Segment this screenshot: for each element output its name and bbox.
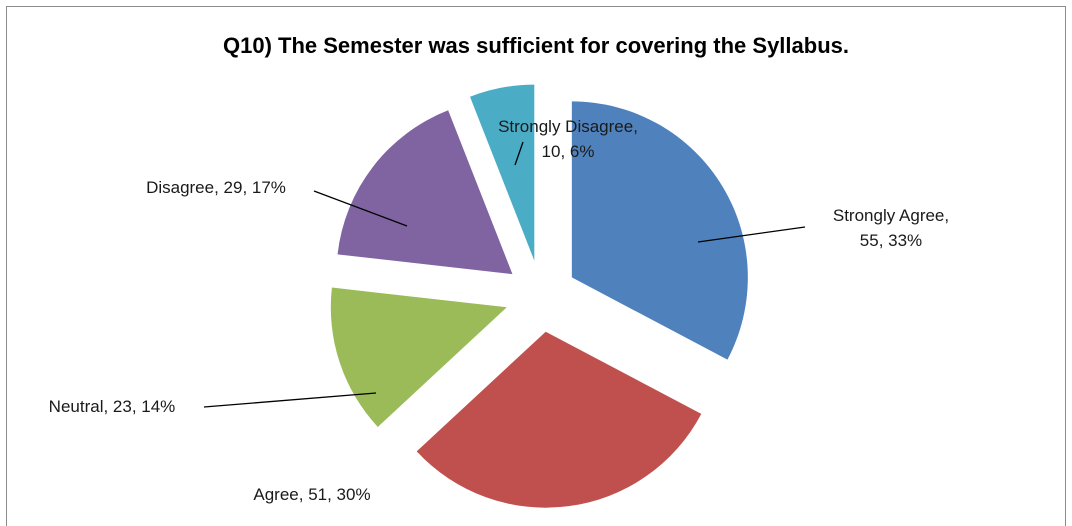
pie-slice-agree [416,331,702,508]
data-label: Disagree, 29, 17% [146,178,286,197]
leader-line [313,190,408,227]
leader-line [697,226,806,243]
pie-slice-strongly-disagree [470,84,535,261]
leader-line [203,392,377,408]
data-label: Strongly Agree, 55, 33% [833,206,949,250]
pie-slice-strongly-agree [571,101,748,360]
data-label: Neutral, 23, 14% [49,397,176,416]
data-label: Strongly Disagree, 10, 6% [498,117,638,161]
chart-frame [6,6,1066,526]
chart-title: Q10) The Semester was sufficient for cov… [223,33,849,58]
leader-line [514,141,524,166]
pie-slice-neutral [330,287,507,427]
data-label: Agree, 51, 30% [253,485,370,504]
pie-slice-disagree [337,110,513,275]
